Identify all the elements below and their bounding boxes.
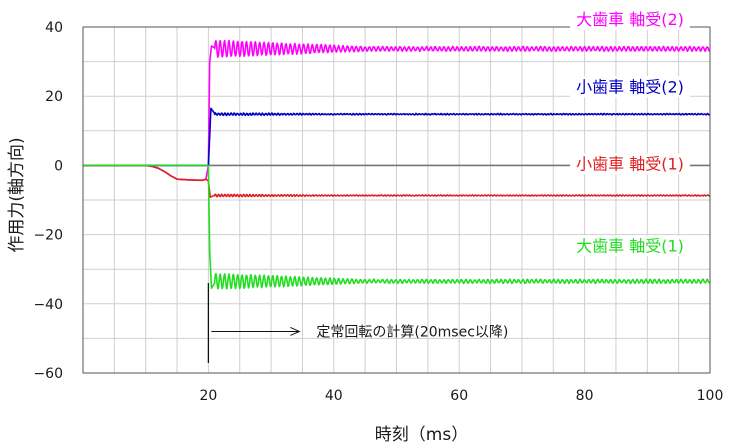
y-tick-label: 20 [45,89,63,105]
series-label-1: 大歯車 軸受(2) [576,10,684,29]
x-tick-label: 100 [697,388,724,404]
x-tick-label: 40 [325,388,343,404]
tick-labels: 40 20 0 −20 −40 −60 20 40 60 80 100 [33,20,723,404]
series-label-3: 小歯車 軸受(1) [576,154,684,173]
y-tick-label: 40 [45,20,63,36]
y-tick-label: −60 [33,366,63,382]
series-label-2: 小歯車 軸受(2) [576,77,684,96]
series-label-background [570,153,690,175]
x-tick-label: 60 [450,388,468,404]
series-group [83,39,711,290]
series-line-2 [83,107,711,167]
series-line-4 [83,164,711,290]
series-label-background [570,8,690,30]
y-tick-label: −20 [33,228,63,244]
y-axis-title: 作用力(軸方向) [7,137,27,252]
plot-frame [82,26,711,374]
x-axis-title: 時刻（ms） [375,425,468,445]
series-label-background [570,76,690,98]
y-tick-label: −40 [33,297,63,313]
series-labels: 大歯車 軸受(2) 小歯車 軸受(2) 小歯車 軸受(1) 大歯車 軸受(1) [570,8,690,257]
x-tick-label: 80 [576,388,594,404]
y-tick-label: 0 [54,158,63,174]
x-tick-label: 20 [199,388,217,404]
annotation-text: 定常回転の計算(20msec以降) [316,324,508,340]
series-line-3 [83,164,711,198]
annotation-arrow-head [290,327,301,336]
annotation: 定常回転の計算(20msec以降) [207,283,508,363]
series-line-1 [83,39,711,182]
series-label-4: 大歯車 軸受(1) [576,236,684,255]
grid [83,27,710,373]
series-label-background [570,235,690,257]
